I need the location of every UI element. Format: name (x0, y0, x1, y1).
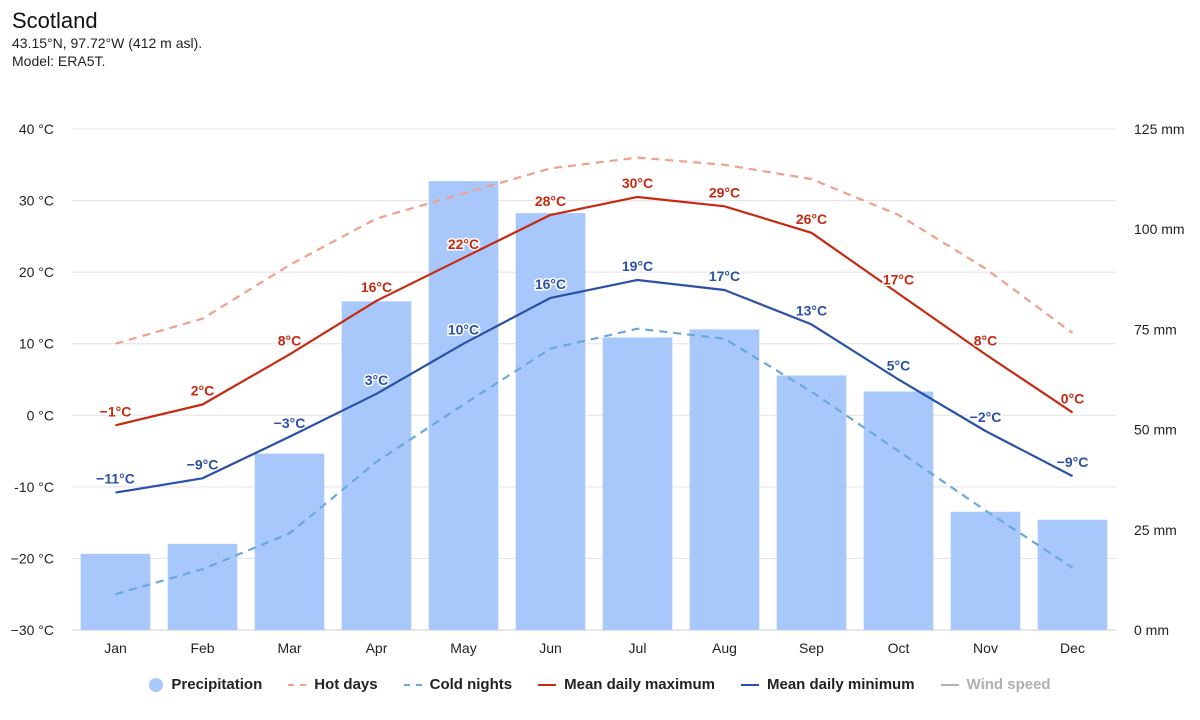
mean-max-data-label: 22°C (448, 236, 479, 252)
mean-max-data-label: 29°C (709, 184, 740, 200)
mean-min-data-label: −9°C (1057, 454, 1089, 470)
legend-item-max[interactable]: Mean daily maximum (538, 676, 715, 693)
hot-days-line (115, 156, 1074, 345)
y-right-tick-label: 25 mm (1134, 522, 1177, 538)
mean-max-data-label: 16°C (361, 279, 392, 295)
mean-min-data-label: 3°C (365, 372, 389, 388)
y-right-tick-label: 100 mm (1134, 221, 1185, 237)
y-left-tick-label: 30 °C (19, 193, 54, 209)
mean-min-data-label: 16°C (535, 276, 566, 292)
x-tick-label: Dec (1060, 640, 1085, 656)
legend-label: Hot days (314, 676, 378, 693)
x-tick-label: Aug (712, 640, 737, 656)
location-coordinates: 43.15°N, 97.72°W (412 m asl). (12, 35, 203, 51)
legend-item-precip[interactable]: Precipitation (149, 676, 262, 693)
precipitation-bar (341, 301, 412, 630)
precipitation-bar (950, 511, 1021, 630)
precipitation-bar (602, 337, 673, 630)
x-tick-label: Sep (799, 640, 824, 656)
model-label: Model: ERA5T. (12, 53, 106, 69)
y-left-tick-label: -10 °C (14, 479, 54, 495)
y-left-tick-label: 40 °C (19, 121, 54, 137)
mean-max-data-label: 0°C (1061, 390, 1085, 406)
precipitation-bar (776, 375, 847, 630)
chart-header: Scotland 43.15°N, 97.72°W (412 m asl). M… (12, 8, 202, 70)
y-left-tick-label: −30 °C (11, 622, 54, 638)
mean-min-data-label: 10°C (448, 322, 479, 338)
chart-title: Scotland (12, 8, 98, 33)
legend-label: Mean daily minimum (767, 676, 915, 693)
legend-label: Cold nights (429, 676, 513, 693)
precipitation-bar (863, 391, 934, 630)
mean-max-data-label: 26°C (796, 211, 827, 227)
precipitation-bar (167, 543, 238, 630)
x-tick-label: Jan (104, 640, 127, 656)
x-tick-label: Jul (629, 640, 647, 656)
mean-min-data-label: 5°C (887, 358, 911, 374)
y-left-tick-label: 10 °C (19, 336, 54, 352)
x-tick-label: Oct (888, 640, 910, 656)
precipitation-bar (254, 453, 325, 630)
mean-min-data-label: −9°C (187, 456, 219, 472)
legend-swatch-max (538, 683, 557, 686)
legend-swatch-precip (149, 677, 164, 692)
legend-label: Precipitation (171, 676, 263, 693)
mean-min-data-label: 17°C (709, 268, 740, 284)
precipitation-bar (689, 329, 760, 630)
precipitation-bar (1037, 519, 1108, 630)
x-tick-label: Apr (366, 640, 388, 656)
mean-min-data-label: −2°C (970, 409, 1002, 425)
y-left-tick-label: 20 °C (19, 264, 54, 280)
x-tick-label: Jun (539, 640, 562, 656)
mean-max-data-label: 17°C (883, 272, 914, 288)
legend-swatch-wind (940, 683, 959, 686)
mean-max-line (115, 195, 1074, 427)
mean-min-data-label: −11°C (96, 471, 135, 487)
legend-item-cold[interactable]: Cold nights (403, 676, 513, 693)
legend-swatch-hot (288, 683, 307, 686)
mean-max-data-label: −1°C (100, 403, 132, 419)
legend-item-hot[interactable]: Hot days (288, 676, 378, 693)
y-right-tick-label: 125 mm (1134, 121, 1185, 137)
mean-max-data-label: 2°C (191, 383, 215, 399)
y-right-tick-label: 0 mm (1134, 622, 1169, 638)
mean-min-data-label: −3°C (274, 415, 306, 431)
x-tick-label: May (450, 640, 476, 656)
legend-label: Wind speed (966, 676, 1051, 693)
precipitation-bar (80, 553, 151, 630)
legend-item-min[interactable]: Mean daily minimum (741, 676, 915, 693)
x-tick-label: Nov (973, 640, 998, 656)
y-right-tick-label: 75 mm (1134, 321, 1177, 337)
precipitation-bar (428, 181, 499, 630)
mean-max-data-label: 8°C (974, 332, 998, 348)
mean-max-data-label: 30°C (622, 175, 653, 191)
mean-max-data-label: 28°C (535, 193, 566, 209)
legend-item-wind[interactable]: Wind speed (940, 676, 1051, 693)
legend-swatch-cold (403, 683, 422, 686)
x-tick-label: Feb (190, 640, 214, 656)
precipitation-bar (515, 213, 586, 630)
cold-nights-line (115, 327, 1074, 596)
y-left-tick-label: −20 °C (11, 550, 54, 566)
mean-max-data-label: 8°C (278, 332, 302, 348)
mean-min-line (115, 278, 1074, 494)
mean-min-data-label: 13°C (796, 302, 827, 318)
y-right-tick-label: 50 mm (1134, 422, 1177, 438)
chart-legend: Precipitation Hot days Cold nights Mean dai… (0, 676, 1200, 693)
x-tick-label: Mar (277, 640, 301, 656)
legend-label: Mean daily maximum (564, 676, 715, 693)
legend-swatch-min (741, 683, 759, 686)
y-left-tick-label: 0 °C (27, 407, 54, 423)
mean-min-data-label: 19°C (622, 258, 653, 274)
